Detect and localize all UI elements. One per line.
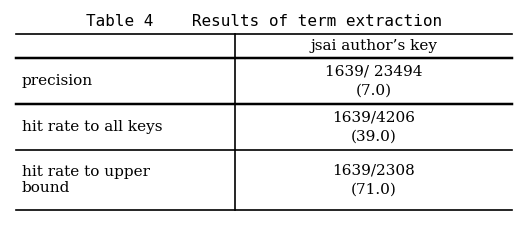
Text: hit rate to upper
bound: hit rate to upper bound xyxy=(22,165,150,195)
Text: 1639/4206
(39.0): 1639/4206 (39.0) xyxy=(332,111,415,143)
Text: 1639/2308
(71.0): 1639/2308 (71.0) xyxy=(332,164,415,196)
Text: precision: precision xyxy=(22,74,93,88)
Text: Table 4    Results of term extraction: Table 4 Results of term extraction xyxy=(86,14,442,29)
Text: hit rate to all keys: hit rate to all keys xyxy=(22,120,162,134)
Text: jsai author’s key: jsai author’s key xyxy=(310,39,437,53)
Text: 1639/ 23494
(7.0): 1639/ 23494 (7.0) xyxy=(325,65,422,97)
